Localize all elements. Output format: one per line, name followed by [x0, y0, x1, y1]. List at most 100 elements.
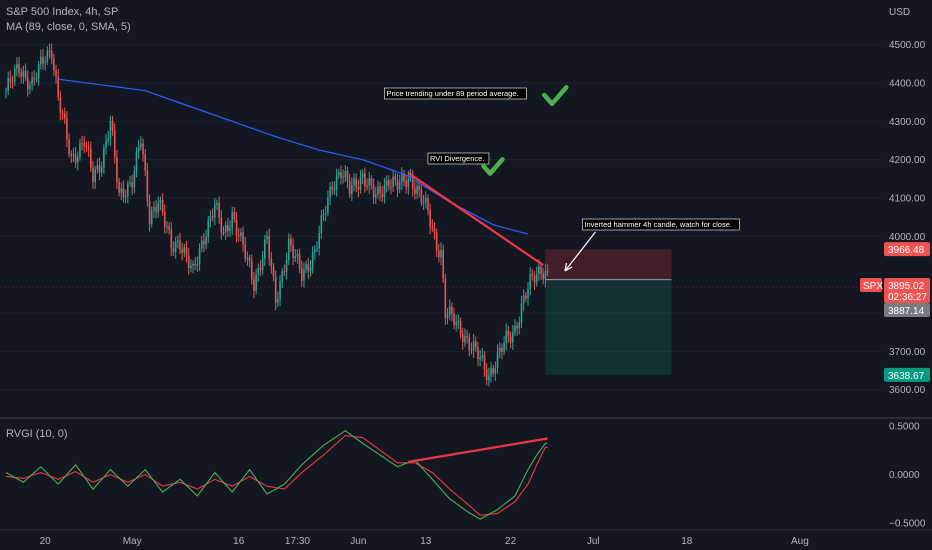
- candle-body: [435, 232, 438, 251]
- candle-body: [322, 213, 325, 216]
- candle-body: [366, 186, 368, 188]
- candle-body: [63, 113, 66, 119]
- candle-body: [227, 224, 229, 232]
- candle-body: [355, 178, 357, 188]
- candle-body: [87, 146, 90, 150]
- candle-body: [420, 189, 423, 203]
- candle-body: [146, 170, 149, 202]
- candle-body: [492, 368, 494, 374]
- chart-title[interactable]: S&P 500 Index, 4h, SP: [6, 6, 119, 18]
- risk-reward-tool[interactable]: [545, 249, 672, 375]
- price-tags: 3966.48 SPX 3895.02 02:36:27 3887.14 363…: [860, 7, 930, 382]
- candle-body: [364, 173, 366, 187]
- candle-body: [142, 143, 144, 155]
- candle-body: [18, 64, 20, 73]
- candle-body: [224, 224, 227, 233]
- last-price-tag: [884, 278, 930, 303]
- candle-body: [461, 334, 464, 343]
- note1-box: [384, 87, 527, 100]
- candle-body: [533, 275, 536, 283]
- candle-body: [514, 325, 516, 333]
- candle-body: [472, 341, 475, 351]
- rvgi-legend[interactable]: RVGI (10, 0): [6, 428, 68, 440]
- candle-body: [453, 313, 455, 325]
- candle-body: [494, 368, 497, 374]
- candle-body: [20, 72, 23, 77]
- candle-body: [244, 244, 247, 259]
- candle-body: [540, 266, 542, 274]
- stop-tag-label: 3966.48: [888, 245, 925, 256]
- candle-body: [353, 178, 355, 185]
- candle-body: [194, 263, 197, 266]
- time-tick-label: Jul: [587, 536, 600, 547]
- candle-body: [220, 217, 223, 233]
- candle-body: [214, 204, 216, 218]
- candle-body: [116, 157, 118, 182]
- price-axis[interactable]: 3600.003700.003800.004000.004100.004200.…: [889, 40, 926, 529]
- candle-body: [179, 240, 181, 250]
- time-tick-label: 18: [681, 536, 693, 547]
- candle-body: [72, 154, 75, 156]
- line-tag: [884, 303, 930, 317]
- candle-body: [485, 369, 488, 381]
- time-tick-label: 22: [505, 536, 517, 547]
- candle-body: [50, 50, 53, 59]
- candle-body: [257, 267, 260, 275]
- candle-body: [431, 226, 434, 229]
- candle-body: [90, 149, 92, 168]
- candle-body: [303, 269, 305, 281]
- candle-body: [83, 143, 86, 147]
- candle-body: [442, 249, 444, 279]
- candle-body: [261, 258, 264, 270]
- candle-body: [259, 267, 262, 270]
- candle-body: [446, 315, 449, 318]
- currency-label: USD: [889, 7, 910, 18]
- candle-body: [298, 253, 301, 269]
- candle-body: [59, 97, 62, 114]
- candle-body: [374, 194, 377, 198]
- candle-body: [361, 173, 364, 178]
- note2-text: RVI Divergence.: [430, 154, 484, 163]
- time-tick-label: May: [123, 536, 142, 547]
- candle-body: [5, 90, 7, 92]
- candle-body: [405, 180, 407, 188]
- candle-body: [246, 257, 249, 259]
- trendline[interactable]: [407, 172, 544, 266]
- candle-body: [233, 211, 236, 220]
- candle-body: [111, 120, 114, 131]
- note1-text: Price trending under 89 period average.: [386, 89, 518, 98]
- candle-body: [429, 209, 431, 227]
- candle-body: [144, 154, 146, 171]
- candle-body: [457, 320, 460, 323]
- time-axis[interactable]: 20 May 16 17:30 Jun 13 22 Jul 18 Aug: [40, 536, 809, 547]
- rvgi-pane: [5, 430, 548, 520]
- candle-body: [305, 264, 307, 270]
- candle-body: [311, 252, 314, 268]
- price-tick-label: 4100.00: [889, 194, 926, 205]
- ma-legend[interactable]: MA (89, close, 0, SMA, 5): [6, 21, 131, 33]
- candle-body: [177, 240, 179, 242]
- candle-body: [109, 120, 112, 139]
- candle-body: [44, 61, 46, 64]
- candle-body: [488, 375, 490, 381]
- candle-body: [190, 265, 192, 269]
- candle-body: [479, 357, 481, 360]
- candle-body: [544, 271, 547, 280]
- candle-body: [344, 170, 347, 177]
- candle-body: [292, 245, 294, 259]
- note3-box: [582, 218, 740, 231]
- candle-body: [307, 264, 310, 272]
- price-tick-label: 4400.00: [889, 79, 926, 90]
- candle-body: [529, 274, 531, 289]
- time-tick-label: 20: [40, 536, 52, 547]
- candle-body: [424, 198, 427, 203]
- time-tick-label: 16: [233, 536, 245, 547]
- candle-body: [81, 143, 83, 145]
- candle-body: [231, 211, 233, 228]
- candle-body: [235, 219, 238, 236]
- candle-body: [503, 342, 505, 352]
- candle-body: [383, 185, 386, 197]
- candle-body: [103, 147, 105, 168]
- candle-body: [222, 232, 225, 234]
